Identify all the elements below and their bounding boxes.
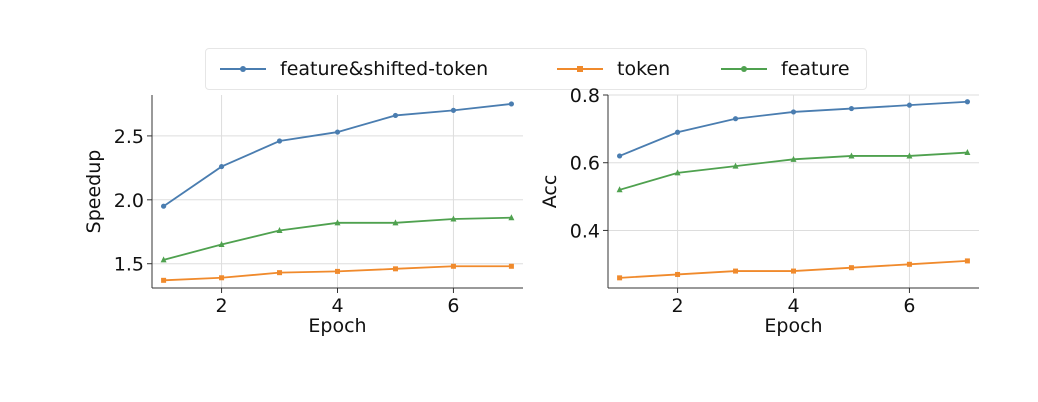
data-point bbox=[674, 129, 681, 135]
y-axis-label: Speedup bbox=[83, 150, 105, 234]
data-point bbox=[450, 263, 456, 269]
y-tick-label: 2.0 bbox=[114, 190, 144, 212]
data-point bbox=[218, 241, 225, 248]
data-point bbox=[508, 214, 515, 221]
y-tick-label: 0.8 bbox=[570, 85, 600, 107]
x-axis-label: Epoch bbox=[308, 315, 366, 337]
data-point bbox=[732, 116, 739, 122]
x-tick-label: 4 bbox=[331, 295, 343, 317]
data-point bbox=[790, 155, 797, 162]
legend-swatch-feature-shifted-token bbox=[220, 66, 266, 72]
y-tick-label: 0.6 bbox=[570, 153, 600, 175]
data-point bbox=[508, 263, 514, 269]
y-axis-label: Acc bbox=[539, 175, 561, 209]
x-tick-label: 2 bbox=[672, 295, 684, 317]
data-point bbox=[790, 109, 797, 115]
data-point bbox=[161, 277, 167, 283]
data-point bbox=[276, 226, 283, 233]
data-point bbox=[906, 152, 913, 159]
x-tick-label: 4 bbox=[787, 295, 799, 317]
data-point bbox=[334, 129, 341, 135]
legend-label: feature&shifted-token bbox=[280, 58, 489, 80]
data-point bbox=[160, 256, 167, 263]
y-tick-label: 0.4 bbox=[570, 220, 600, 242]
data-point bbox=[848, 105, 855, 112]
data-point bbox=[848, 265, 854, 271]
data-point bbox=[733, 268, 739, 274]
data-point bbox=[848, 152, 855, 159]
data-point bbox=[334, 219, 341, 226]
data-point bbox=[964, 149, 971, 156]
data-point bbox=[450, 107, 457, 113]
data-point bbox=[616, 186, 623, 193]
data-point bbox=[964, 258, 970, 264]
legend: feature&shifted-token token feature bbox=[205, 48, 867, 90]
data-point bbox=[219, 275, 225, 281]
data-point bbox=[616, 153, 623, 159]
legend-marker bbox=[741, 66, 747, 72]
legend-swatch-feature bbox=[721, 66, 767, 72]
legend-label: token bbox=[617, 58, 671, 80]
data-point bbox=[277, 270, 283, 276]
data-point bbox=[392, 219, 399, 226]
data-point bbox=[392, 266, 398, 272]
data-point bbox=[450, 215, 457, 222]
legend-item-feature: feature bbox=[721, 49, 850, 89]
data-point bbox=[675, 271, 681, 277]
x-tick-label: 2 bbox=[216, 295, 228, 317]
data-point bbox=[508, 101, 515, 107]
data-point bbox=[617, 275, 623, 281]
data-point bbox=[732, 162, 739, 169]
y-tick-label: 1.5 bbox=[114, 254, 144, 276]
data-point bbox=[276, 138, 283, 144]
data-point bbox=[906, 102, 913, 108]
data-point bbox=[791, 268, 796, 274]
data-point bbox=[964, 99, 971, 105]
legend-item-token: token bbox=[557, 49, 670, 89]
legend-label: feature bbox=[781, 58, 850, 80]
x-tick-label: 6 bbox=[903, 295, 915, 317]
data-point bbox=[218, 163, 225, 170]
legend-item-feature-shifted-token: feature&shifted-token bbox=[220, 49, 488, 89]
legend-marker bbox=[240, 66, 246, 72]
data-point bbox=[335, 268, 340, 274]
data-point bbox=[674, 169, 681, 176]
data-point bbox=[160, 203, 167, 209]
data-point bbox=[906, 261, 912, 267]
legend-swatch-token bbox=[557, 66, 603, 72]
data-point bbox=[392, 112, 399, 119]
legend-marker bbox=[577, 66, 583, 72]
x-axis-label: Epoch bbox=[764, 315, 822, 337]
x-tick-label: 6 bbox=[447, 295, 459, 317]
y-tick-label: 2.5 bbox=[114, 126, 144, 148]
